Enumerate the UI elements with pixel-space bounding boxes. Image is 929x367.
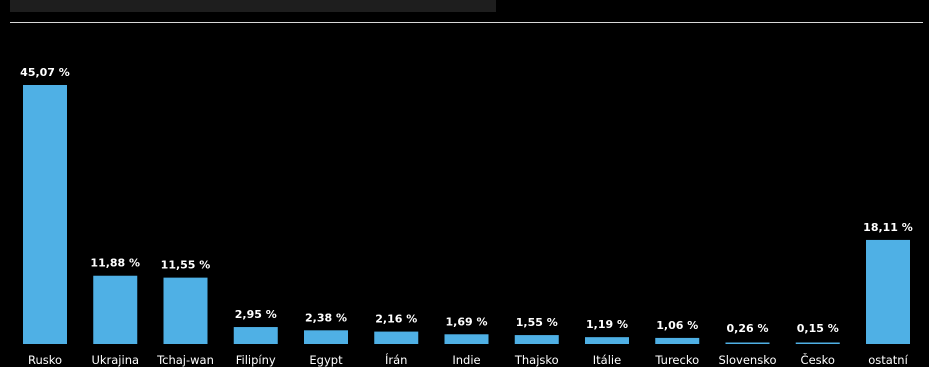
value-label-turecko: 1,06 % (656, 319, 698, 332)
bar-iran (374, 331, 419, 344)
category-label-indie: Indie (452, 353, 480, 367)
value-label-italie: 1,19 % (586, 318, 628, 331)
value-label-slovensko: 0,26 % (727, 322, 769, 335)
bar-indie (444, 334, 489, 344)
category-label-italie: Itálie (593, 353, 621, 367)
header-bar (10, 0, 496, 12)
bar-tchaj-wan (163, 277, 208, 344)
bar-rusko (23, 85, 67, 344)
bar-cesko (795, 342, 840, 344)
value-label-tchaj-wan: 11,55 % (161, 259, 211, 272)
category-label-egypt: Egypt (309, 353, 343, 367)
value-label-ukrajina: 11,88 % (90, 257, 140, 270)
category-label-ukrajina: Ukrajina (91, 353, 139, 367)
category-label-rusko: Rusko (28, 353, 62, 367)
header-divider (10, 22, 923, 23)
category-label-cesko: Česko (801, 352, 835, 367)
category-label-slovensko: Slovensko (719, 353, 777, 367)
category-label-tchaj-wan: Tchaj-wan (156, 353, 214, 367)
bar-turecko (655, 337, 700, 344)
category-label-filipiny: Filipíny (236, 353, 276, 367)
bar-egypt (304, 330, 348, 344)
value-label-ostatni: 18,11 % (863, 221, 913, 234)
bar-thajsko (514, 335, 559, 344)
value-label-indie: 1,69 % (446, 315, 488, 328)
bar-italie (585, 337, 629, 344)
category-label-thajsko: Thajsko (514, 353, 559, 367)
value-label-egypt: 2,38 % (305, 311, 347, 324)
value-label-cesko: 0,15 % (797, 322, 839, 335)
category-label-ostatni: ostatní (868, 353, 908, 367)
bar-ukrajina (93, 275, 138, 344)
value-label-thajsko: 1,55 % (516, 316, 558, 329)
value-label-filipiny: 2,95 % (235, 308, 277, 321)
bar-filipiny (233, 327, 278, 344)
bar-ostatni (866, 239, 910, 344)
value-label-iran: 2,16 % (375, 313, 417, 326)
bar-slovensko (725, 342, 770, 344)
category-label-turecko: Turecko (654, 353, 699, 367)
category-label-iran: Írán (385, 352, 407, 367)
value-label-rusko: 45,07 % (20, 66, 70, 79)
